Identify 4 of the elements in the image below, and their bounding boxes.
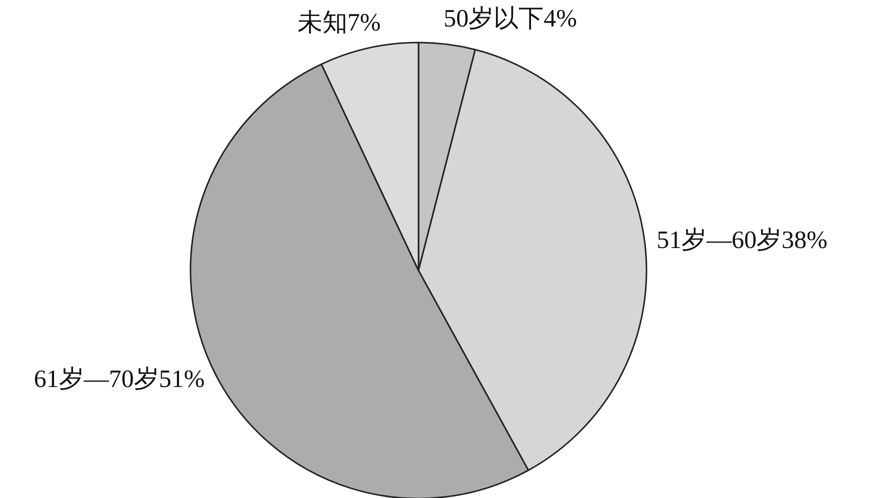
slice-label: 50岁以下4% <box>444 5 577 32</box>
slice-label: 61岁—70岁51% <box>34 366 205 393</box>
slice-label: 51岁—60岁38% <box>656 226 828 254</box>
slice-label: 未知7% <box>297 9 381 36</box>
